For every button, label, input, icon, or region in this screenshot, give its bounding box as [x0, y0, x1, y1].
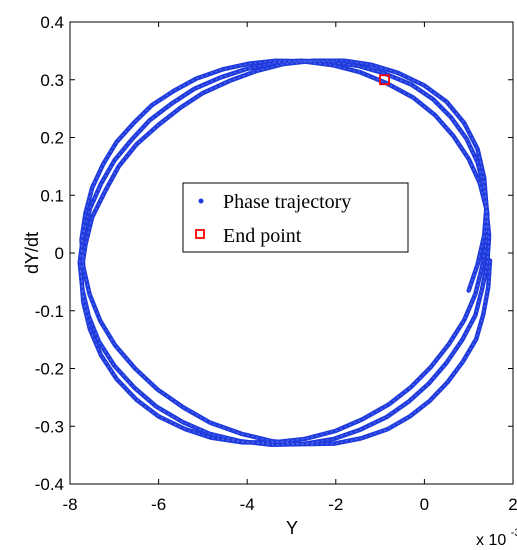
x-tick-label: 2: [508, 495, 517, 514]
legend-marker-end-point: [195, 229, 205, 239]
legend-box: [182, 182, 409, 253]
x-axis-exponent-base: x 10: [476, 532, 506, 549]
y-axis-ticks: 0.4 0.3 0.2 0.1 0 -0.1 -0.2 -0.3 -0.4: [35, 13, 513, 494]
x-tick-label: 0: [420, 495, 429, 514]
x-axis-label: Y: [286, 518, 298, 538]
y-tick-label: -0.1: [35, 302, 64, 321]
y-tick-label: 0.1: [40, 186, 64, 205]
y-tick-label: -0.2: [35, 360, 64, 379]
y-tick-label: -0.4: [35, 475, 64, 494]
y-tick-label: 0.3: [40, 71, 64, 90]
x-axis-exponent: x 10 -3: [476, 527, 517, 549]
y-tick-label: -0.3: [35, 417, 64, 436]
y-tick-label: 0: [55, 244, 64, 263]
legend-label-end-point: End point: [223, 225, 302, 247]
end-point-marker: [379, 74, 390, 86]
y-axis-label: dY/dt: [22, 232, 42, 274]
x-axis-ticks: -8 -6 -4 -2 0 2: [62, 22, 517, 514]
y-tick-label: 0.2: [40, 129, 64, 148]
trajectory-layer: [77, 58, 493, 447]
legend: Phase trajectory End point: [182, 182, 409, 253]
x-tick-label: -4: [240, 495, 255, 514]
x-tick-label: -6: [151, 495, 166, 514]
legend-label-phase-trajectory: Phase trajectory: [223, 191, 351, 213]
legend-marker-phase-trajectory: [198, 198, 204, 204]
x-tick-label: -2: [328, 495, 343, 514]
endpoint-layer: [379, 74, 390, 86]
x-tick-label: -8: [62, 495, 77, 514]
plot-area: [69, 21, 514, 485]
series-line-phase-trajectory-texture: [79, 60, 491, 446]
x-axis-exponent-power: -3: [511, 527, 517, 539]
y-tick-label: 0.4: [40, 13, 64, 32]
